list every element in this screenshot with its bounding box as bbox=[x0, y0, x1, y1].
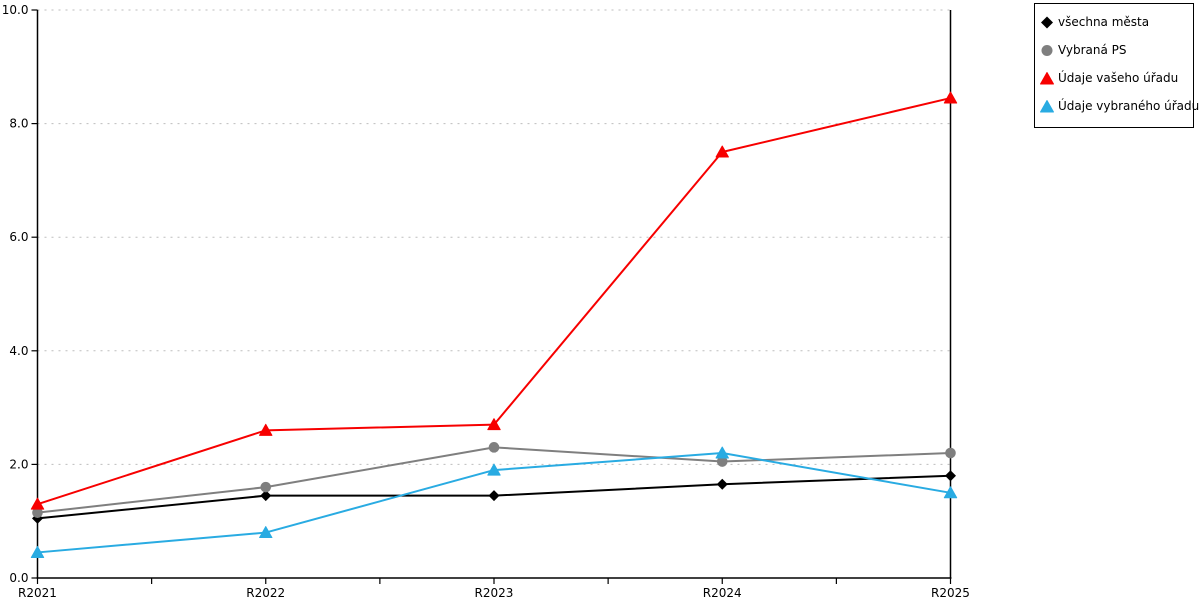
y-tick-label: 0.0 bbox=[9, 571, 28, 585]
data-point-marker bbox=[716, 478, 728, 490]
data-point-marker bbox=[716, 456, 728, 467]
data-point-marker bbox=[945, 470, 956, 482]
data-point-marker bbox=[259, 526, 273, 539]
data-point-marker bbox=[715, 446, 729, 459]
y-tick-label: 6.0 bbox=[9, 230, 28, 244]
legend-item: Vybraná PS bbox=[1040, 36, 1189, 64]
legend-label: Vybraná PS bbox=[1058, 43, 1127, 57]
data-point-marker bbox=[487, 418, 501, 431]
data-point-marker bbox=[30, 545, 45, 558]
data-point-marker bbox=[30, 497, 45, 510]
triangle-icon bbox=[1040, 99, 1054, 112]
triangle-legend-icon bbox=[1040, 99, 1054, 112]
data-point-marker bbox=[259, 423, 273, 436]
data-point-marker bbox=[943, 91, 958, 104]
circle-icon bbox=[1041, 44, 1053, 56]
legend-label: Údaje vašeho úřadu bbox=[1058, 71, 1179, 85]
x-tick-label: R2022 bbox=[246, 586, 285, 600]
legend-item: všechna města bbox=[1040, 8, 1189, 36]
diamond-icon bbox=[1041, 16, 1053, 28]
legend-label: všechna města bbox=[1058, 15, 1150, 29]
y-tick-label: 10.0 bbox=[2, 3, 29, 17]
data-point-marker bbox=[943, 486, 958, 499]
data-point-marker bbox=[487, 463, 501, 476]
y-tick-label: 8.0 bbox=[9, 117, 28, 131]
data-point-marker bbox=[260, 490, 272, 502]
x-tick-label: R2024 bbox=[703, 586, 742, 600]
y-tick-label: 4.0 bbox=[9, 344, 28, 358]
circle-legend-icon bbox=[1041, 44, 1053, 56]
data-point-marker bbox=[945, 447, 956, 459]
triangle-legend-icon bbox=[1040, 71, 1054, 84]
chart-legend: všechna města Vybraná PS Údaje vašeho úřad… bbox=[1034, 3, 1199, 128]
x-tick-label: R2021 bbox=[18, 586, 57, 600]
diamond-legend-icon bbox=[1041, 16, 1053, 28]
data-point-marker bbox=[32, 507, 43, 518]
x-tick-label: R2023 bbox=[475, 586, 514, 600]
data-point-marker bbox=[488, 490, 500, 502]
data-point-marker bbox=[260, 481, 272, 493]
legend-item: Údaje vašeho úřadu bbox=[1040, 64, 1189, 92]
data-point-marker bbox=[488, 442, 500, 453]
legend-item: Údaje vybraného úřadu bbox=[1040, 92, 1199, 120]
x-tick-label: R2025 bbox=[931, 586, 970, 600]
legend-label: Údaje vybraného úřadu bbox=[1058, 99, 1200, 113]
data-point-marker bbox=[715, 145, 729, 158]
triangle-icon bbox=[1040, 71, 1054, 84]
y-tick-label: 2.0 bbox=[9, 457, 28, 471]
